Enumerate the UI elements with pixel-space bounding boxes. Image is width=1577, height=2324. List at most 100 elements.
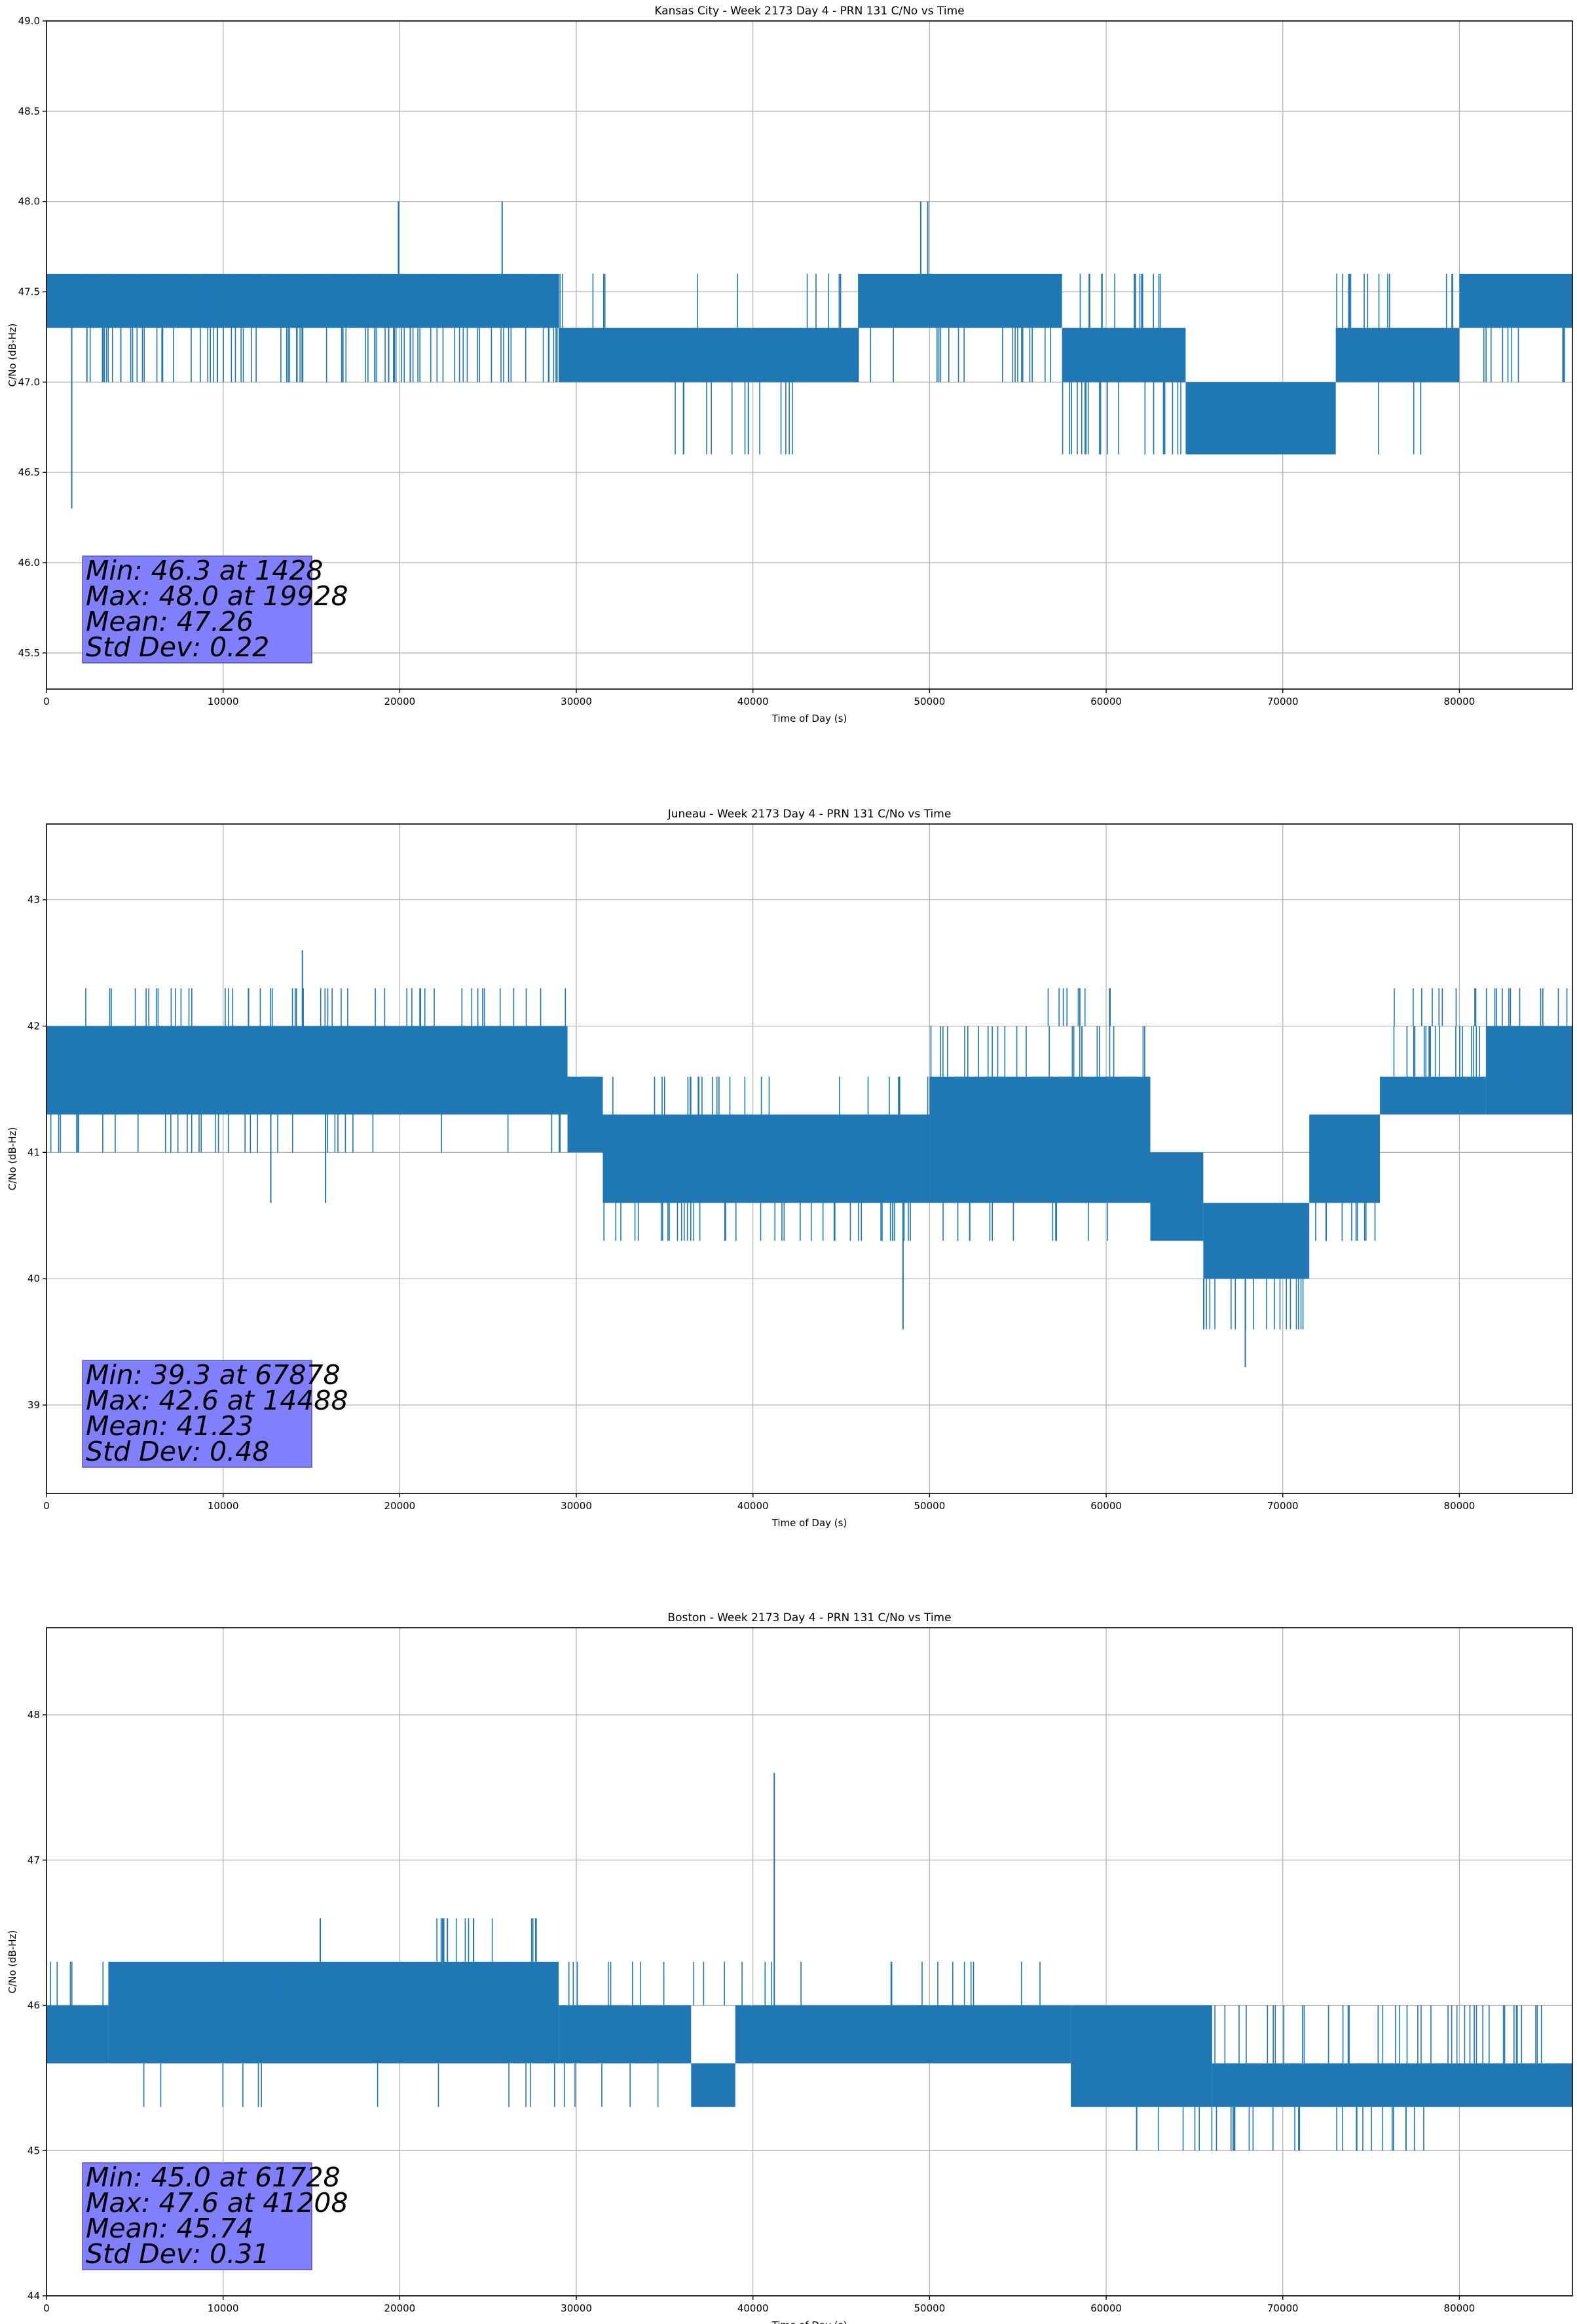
y-tick-label: 41 bbox=[28, 1146, 40, 1158]
x-tick-label: 50000 bbox=[914, 1500, 946, 1512]
y-tick-label: 49.0 bbox=[18, 15, 40, 27]
x-tick-label: 0 bbox=[43, 1500, 50, 1512]
y-tick-label: 48.5 bbox=[18, 105, 40, 117]
x-tick-label: 10000 bbox=[208, 2302, 239, 2314]
x-tick-label: 40000 bbox=[737, 2302, 769, 2314]
chart-title: Kansas City - Week 2173 Day 4 - PRN 131 … bbox=[654, 5, 964, 18]
axes-frame bbox=[46, 823, 1573, 1494]
x-tick-label: 50000 bbox=[914, 696, 946, 707]
series-band bbox=[691, 2063, 735, 2107]
x-tick-label: 70000 bbox=[1267, 2302, 1299, 2314]
chart-title: Juneau - Week 2173 Day 4 - PRN 131 C/No … bbox=[667, 808, 952, 821]
y-axis-label: C/No (dB-Hz) bbox=[7, 1930, 18, 1994]
x-tick-label: 80000 bbox=[1444, 1500, 1475, 1512]
x-tick-label: 0 bbox=[43, 696, 50, 707]
data-series bbox=[46, 950, 1572, 1368]
x-tick-label: 0 bbox=[43, 2302, 50, 2314]
x-tick-label: 60000 bbox=[1090, 696, 1122, 707]
series-band bbox=[46, 1026, 568, 1115]
series-band bbox=[735, 2005, 1071, 2064]
x-tick-label: 20000 bbox=[384, 1500, 415, 1512]
x-tick-label: 20000 bbox=[384, 2302, 415, 2314]
x-tick-label: 60000 bbox=[1090, 1500, 1122, 1512]
x-tick-label: 60000 bbox=[1090, 2302, 1122, 2314]
y-tick-label: 40 bbox=[28, 1273, 40, 1284]
chart-panel-3: 0 10000 20000 30000 40000 50000 60000 70000 8000… bbox=[7, 1611, 1573, 2324]
x-tick-label: 70000 bbox=[1267, 1500, 1299, 1512]
stats-line: Mean: 45.74 bbox=[86, 2213, 253, 2244]
x-axis-label: Time of Day (s) bbox=[771, 713, 847, 724]
x-tick-label: 40000 bbox=[737, 1500, 769, 1512]
stats-line: Max: 48.0 at 19928 bbox=[86, 580, 348, 612]
x-axis-label: Time of Day (s) bbox=[771, 1517, 847, 1529]
stats-line: Min: 39.3 at 67878 bbox=[86, 1359, 341, 1391]
series-band bbox=[1380, 1076, 1486, 1115]
y-tick-label: 47.0 bbox=[18, 376, 40, 388]
x-axis-label: Time of Day (s) bbox=[771, 2319, 847, 2324]
stats-line: Mean: 47.26 bbox=[86, 606, 253, 637]
series-band bbox=[1459, 273, 1572, 328]
data-series bbox=[46, 201, 1572, 509]
y-tick-label: 47.5 bbox=[18, 286, 40, 298]
series-band bbox=[1212, 2063, 1572, 2107]
x-tick-label: 70000 bbox=[1267, 696, 1299, 707]
axes-frame bbox=[46, 20, 1573, 690]
stats-line: Min: 45.0 at 61728 bbox=[86, 2162, 341, 2193]
series-band bbox=[929, 1076, 1151, 1203]
stats-line: Mean: 41.23 bbox=[86, 1410, 253, 1442]
series-band bbox=[559, 328, 859, 383]
axes-frame bbox=[46, 1627, 1573, 2296]
y-tick-label: 44 bbox=[28, 2290, 40, 2302]
series-band bbox=[559, 2005, 692, 2064]
data-series bbox=[46, 1772, 1572, 2151]
y-tick-label: 48 bbox=[28, 1709, 40, 1721]
x-tick-label: 10000 bbox=[208, 1500, 239, 1512]
x-tick-label: 50000 bbox=[914, 2302, 946, 2314]
stats-line: Std Dev: 0.22 bbox=[86, 631, 269, 663]
x-tick-label: 20000 bbox=[384, 696, 415, 707]
y-tick-label: 39 bbox=[28, 1399, 40, 1411]
y-tick-label: 46.5 bbox=[18, 466, 40, 478]
y-tick-label: 42 bbox=[28, 1021, 40, 1032]
stats-line: Max: 47.6 at 41208 bbox=[86, 2187, 348, 2219]
y-tick-label: 47 bbox=[28, 1854, 40, 1866]
y-tick-label: 45.5 bbox=[18, 647, 40, 659]
y-tick-label: 46 bbox=[28, 2000, 40, 2012]
y-axis-label: C/No (dB-Hz) bbox=[7, 324, 18, 387]
series-band bbox=[1309, 1114, 1381, 1203]
series-band bbox=[1062, 328, 1186, 383]
series-band bbox=[108, 1962, 559, 2064]
x-tick-label: 10000 bbox=[208, 696, 239, 707]
x-tick-label: 30000 bbox=[561, 696, 592, 707]
stats-line: Max: 42.6 at 14488 bbox=[86, 1385, 348, 1416]
series-band bbox=[859, 273, 1062, 328]
chart-panel-1: 0 10000 20000 30000 40000 50000 60000 70000 8000… bbox=[7, 5, 1573, 724]
stats-line: Std Dev: 0.48 bbox=[86, 1436, 269, 1467]
stats-box bbox=[82, 555, 312, 664]
y-tick-label: 48.0 bbox=[18, 196, 40, 208]
stats-line: Std Dev: 0.31 bbox=[86, 2238, 269, 2270]
series-band bbox=[603, 1114, 930, 1203]
x-tick-label: 30000 bbox=[561, 2302, 592, 2314]
chart-title: Boston - Week 2173 Day 4 - PRN 131 C/No … bbox=[667, 1611, 951, 1624]
series-band bbox=[1203, 1203, 1310, 1279]
series-band bbox=[1150, 1152, 1204, 1241]
series-band bbox=[567, 1076, 603, 1153]
series-band bbox=[1335, 328, 1460, 383]
y-tick-label: 46.0 bbox=[18, 557, 40, 569]
series-band bbox=[1185, 382, 1336, 455]
stats-box bbox=[82, 2162, 312, 2270]
x-tick-label: 80000 bbox=[1444, 696, 1475, 707]
stats-line: Min: 46.3 at 1428 bbox=[86, 555, 324, 586]
series-band bbox=[1071, 2005, 1212, 2107]
x-tick-label: 30000 bbox=[561, 1500, 592, 1512]
series-band bbox=[46, 2005, 109, 2064]
chart-panel-2: 0 10000 20000 30000 40000 50000 60000 70000 8000… bbox=[7, 808, 1573, 1529]
x-tick-label: 80000 bbox=[1444, 2302, 1475, 2314]
stats-box bbox=[82, 1360, 312, 1468]
x-tick-label: 40000 bbox=[737, 696, 769, 707]
y-axis-label: C/No (dB-Hz) bbox=[7, 1127, 18, 1191]
y-tick-label: 43 bbox=[28, 894, 40, 906]
y-tick-label: 45 bbox=[28, 2145, 40, 2156]
